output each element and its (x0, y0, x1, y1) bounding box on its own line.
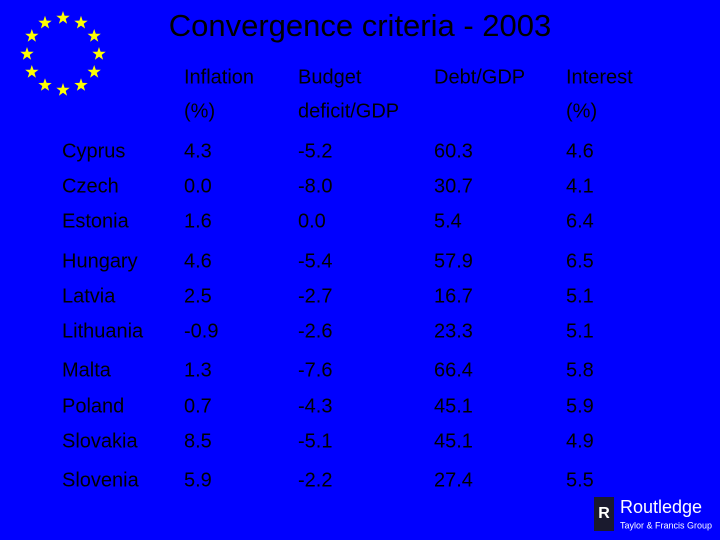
header-cell: deficit/GDP (298, 100, 399, 122)
star (56, 83, 70, 96)
star (38, 15, 52, 29)
table-cell: 4.6 (566, 140, 594, 162)
table-cell: 0.0 (298, 210, 326, 232)
table-cell: 45.1 (434, 395, 473, 417)
table-cell: 0.7 (184, 395, 212, 417)
table-cell: -5.4 (298, 250, 332, 272)
header-cell: Budget (298, 66, 362, 88)
table-cell: -2.7 (298, 285, 332, 307)
logo-emblem (594, 497, 614, 531)
star (38, 78, 52, 91)
table-cell: -8.0 (298, 175, 332, 197)
table-cell: 2.5 (184, 285, 212, 307)
table-cell: 60.3 (434, 140, 473, 162)
star (20, 47, 34, 60)
header-cell: Debt/GDP (434, 66, 525, 88)
table-cell: 4.9 (566, 430, 594, 452)
logo-name: Routledge (620, 497, 702, 517)
logo-group: Taylor & Francis Group (620, 520, 712, 530)
star (92, 47, 106, 60)
table-cell: 1.3 (184, 359, 212, 381)
header-cell: (%) (566, 100, 597, 122)
star (87, 29, 101, 42)
table-cell: -5.2 (298, 140, 332, 162)
table-cell: 30.7 (434, 175, 473, 197)
header-cell: Inflation (184, 66, 254, 88)
row-label: Poland (62, 395, 124, 417)
row-label: Estonia (62, 210, 130, 232)
table-cell: 27.4 (434, 469, 473, 491)
table-cell: 5.8 (566, 359, 594, 381)
row-label: Cyprus (62, 140, 125, 162)
row-label: Malta (62, 359, 112, 381)
row-label: Slovakia (62, 430, 138, 452)
star (74, 78, 88, 91)
row-label: Slovenia (62, 469, 140, 491)
table-cell: 4.1 (566, 175, 594, 197)
header-cell: Interest (566, 66, 633, 88)
eu-stars (20, 11, 106, 96)
star (25, 65, 39, 78)
table: Inflation (%) Budget deficit/GDP Debt/GDP Int… (62, 66, 633, 491)
table-cell: 5.9 (184, 469, 212, 491)
slide-title: Convergence criteria - 2003 (169, 8, 552, 43)
table-cell: 5.5 (566, 469, 594, 491)
row-label: Hungary (62, 250, 138, 272)
table-cell: 45.1 (434, 430, 473, 452)
table-cell: 4.6 (184, 250, 212, 272)
table-cell: 5.9 (566, 395, 594, 417)
table-cell: 5.4 (434, 210, 462, 232)
table-cell: -0.9 (184, 320, 218, 342)
star (56, 11, 70, 24)
table-cell: 57.9 (434, 250, 473, 272)
row-label: Lithuania (62, 320, 144, 342)
table-cell: -7.6 (298, 359, 332, 381)
star (87, 65, 101, 78)
star (74, 15, 88, 29)
table-cell: 8.5 (184, 430, 212, 452)
table-cell: -2.2 (298, 469, 332, 491)
table-cell: 4.3 (184, 140, 212, 162)
table-cell: 23.3 (434, 320, 473, 342)
table-cell: 16.7 (434, 285, 473, 307)
table-cell: 1.6 (184, 210, 212, 232)
logo-letter: R (598, 505, 610, 522)
table-cell: 0.0 (184, 175, 212, 197)
table-cell: 5.1 (566, 285, 594, 307)
table-cell: -5.1 (298, 430, 332, 452)
table-cell: 66.4 (434, 359, 473, 381)
table-cell: -4.3 (298, 395, 332, 417)
header-cell: (%) (184, 100, 215, 122)
table-cell: -2.6 (298, 320, 332, 342)
logo: R Routledge Taylor & Francis Group (594, 497, 712, 531)
table-cell: 5.1 (566, 320, 594, 342)
star (25, 29, 39, 42)
row-label: Latvia (62, 285, 116, 307)
row-label: Czech (62, 175, 119, 197)
table-cell: 6.5 (566, 250, 594, 272)
table-cell: 6.4 (566, 210, 594, 232)
